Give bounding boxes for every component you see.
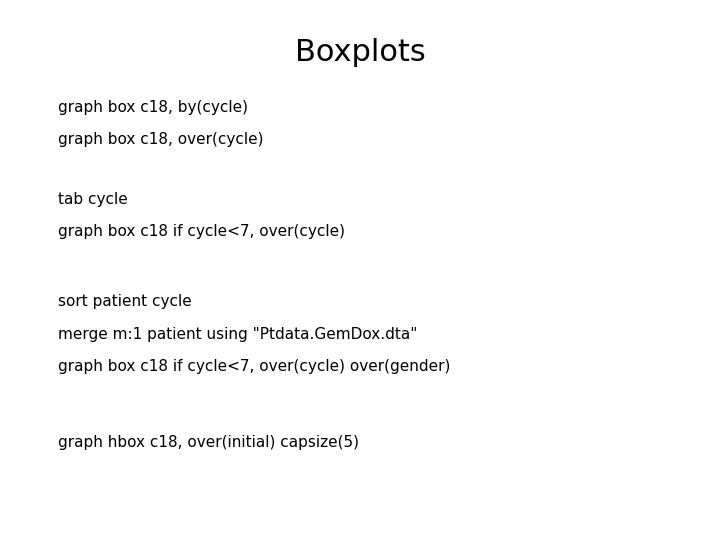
Text: graph box c18, by(cycle): graph box c18, by(cycle): [58, 100, 248, 115]
Text: sort patient cycle: sort patient cycle: [58, 294, 192, 309]
Text: tab cycle: tab cycle: [58, 192, 127, 207]
Text: graph hbox c18, over(initial) capsize(5): graph hbox c18, over(initial) capsize(5): [58, 435, 359, 450]
Text: merge m:1 patient using "Ptdata.GemDox.dta": merge m:1 patient using "Ptdata.GemDox.d…: [58, 327, 417, 342]
Text: graph box c18, over(cycle): graph box c18, over(cycle): [58, 132, 263, 147]
Text: Boxplots: Boxplots: [294, 38, 426, 67]
Text: graph box c18 if cycle<7, over(cycle) over(gender): graph box c18 if cycle<7, over(cycle) ov…: [58, 359, 450, 374]
Text: graph box c18 if cycle<7, over(cycle): graph box c18 if cycle<7, over(cycle): [58, 224, 345, 239]
